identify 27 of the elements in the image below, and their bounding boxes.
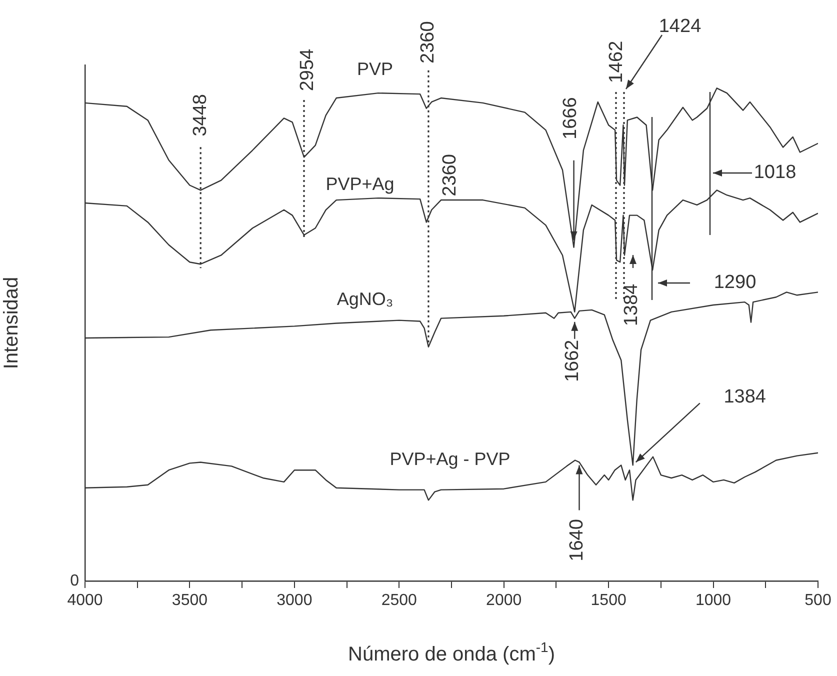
x-tick-label: 1500 bbox=[590, 592, 626, 610]
text: 0 bbox=[70, 572, 80, 590]
text: 1462 bbox=[606, 40, 628, 84]
x-tick-label: 3500 bbox=[172, 592, 208, 610]
annotation: 1666 bbox=[560, 97, 582, 140]
y-axis-title: Intensidad bbox=[0, 276, 23, 370]
x-tick-label: 2000 bbox=[486, 592, 522, 610]
annotation: 1662 bbox=[562, 340, 583, 382]
x-tick-label: 4000 bbox=[67, 592, 103, 610]
annotation: 1384 bbox=[621, 283, 642, 326]
series-label: PVP+Ag bbox=[326, 174, 394, 194]
annotation: 1290 bbox=[714, 272, 756, 294]
annotation: 2360 bbox=[440, 154, 461, 196]
x-tick-label: 500 bbox=[804, 592, 832, 610]
annotation: 1640 bbox=[566, 519, 588, 562]
series-label: AgNO₃ bbox=[336, 288, 394, 309]
series-label: PVP+Ag - PVP bbox=[390, 448, 510, 469]
x-tick-label: 1000 bbox=[695, 592, 732, 610]
annotation: 1018 bbox=[754, 162, 796, 184]
x-tick-label: 2500 bbox=[381, 592, 418, 610]
annotation: 3448 bbox=[190, 94, 211, 136]
annotation: 2954 bbox=[297, 48, 318, 92]
x-tick-label: 3000 bbox=[276, 592, 312, 610]
annotation: 1384 bbox=[724, 386, 766, 408]
annotation: 2360 bbox=[418, 21, 439, 64]
series-label: PVP bbox=[356, 58, 394, 79]
text: 1424 bbox=[658, 16, 702, 38]
